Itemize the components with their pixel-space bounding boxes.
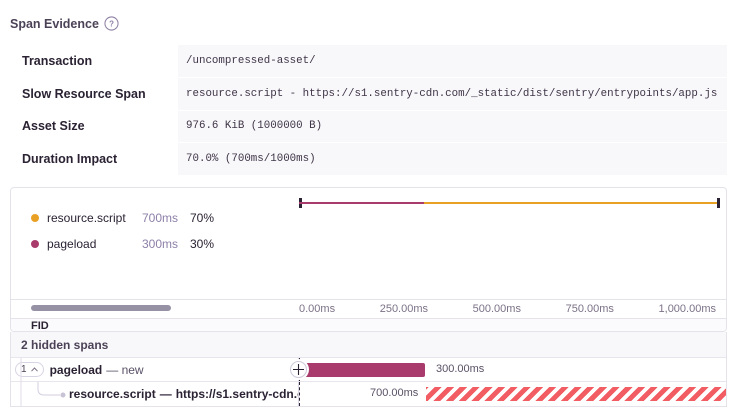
svg-text:?: ? (109, 20, 114, 29)
